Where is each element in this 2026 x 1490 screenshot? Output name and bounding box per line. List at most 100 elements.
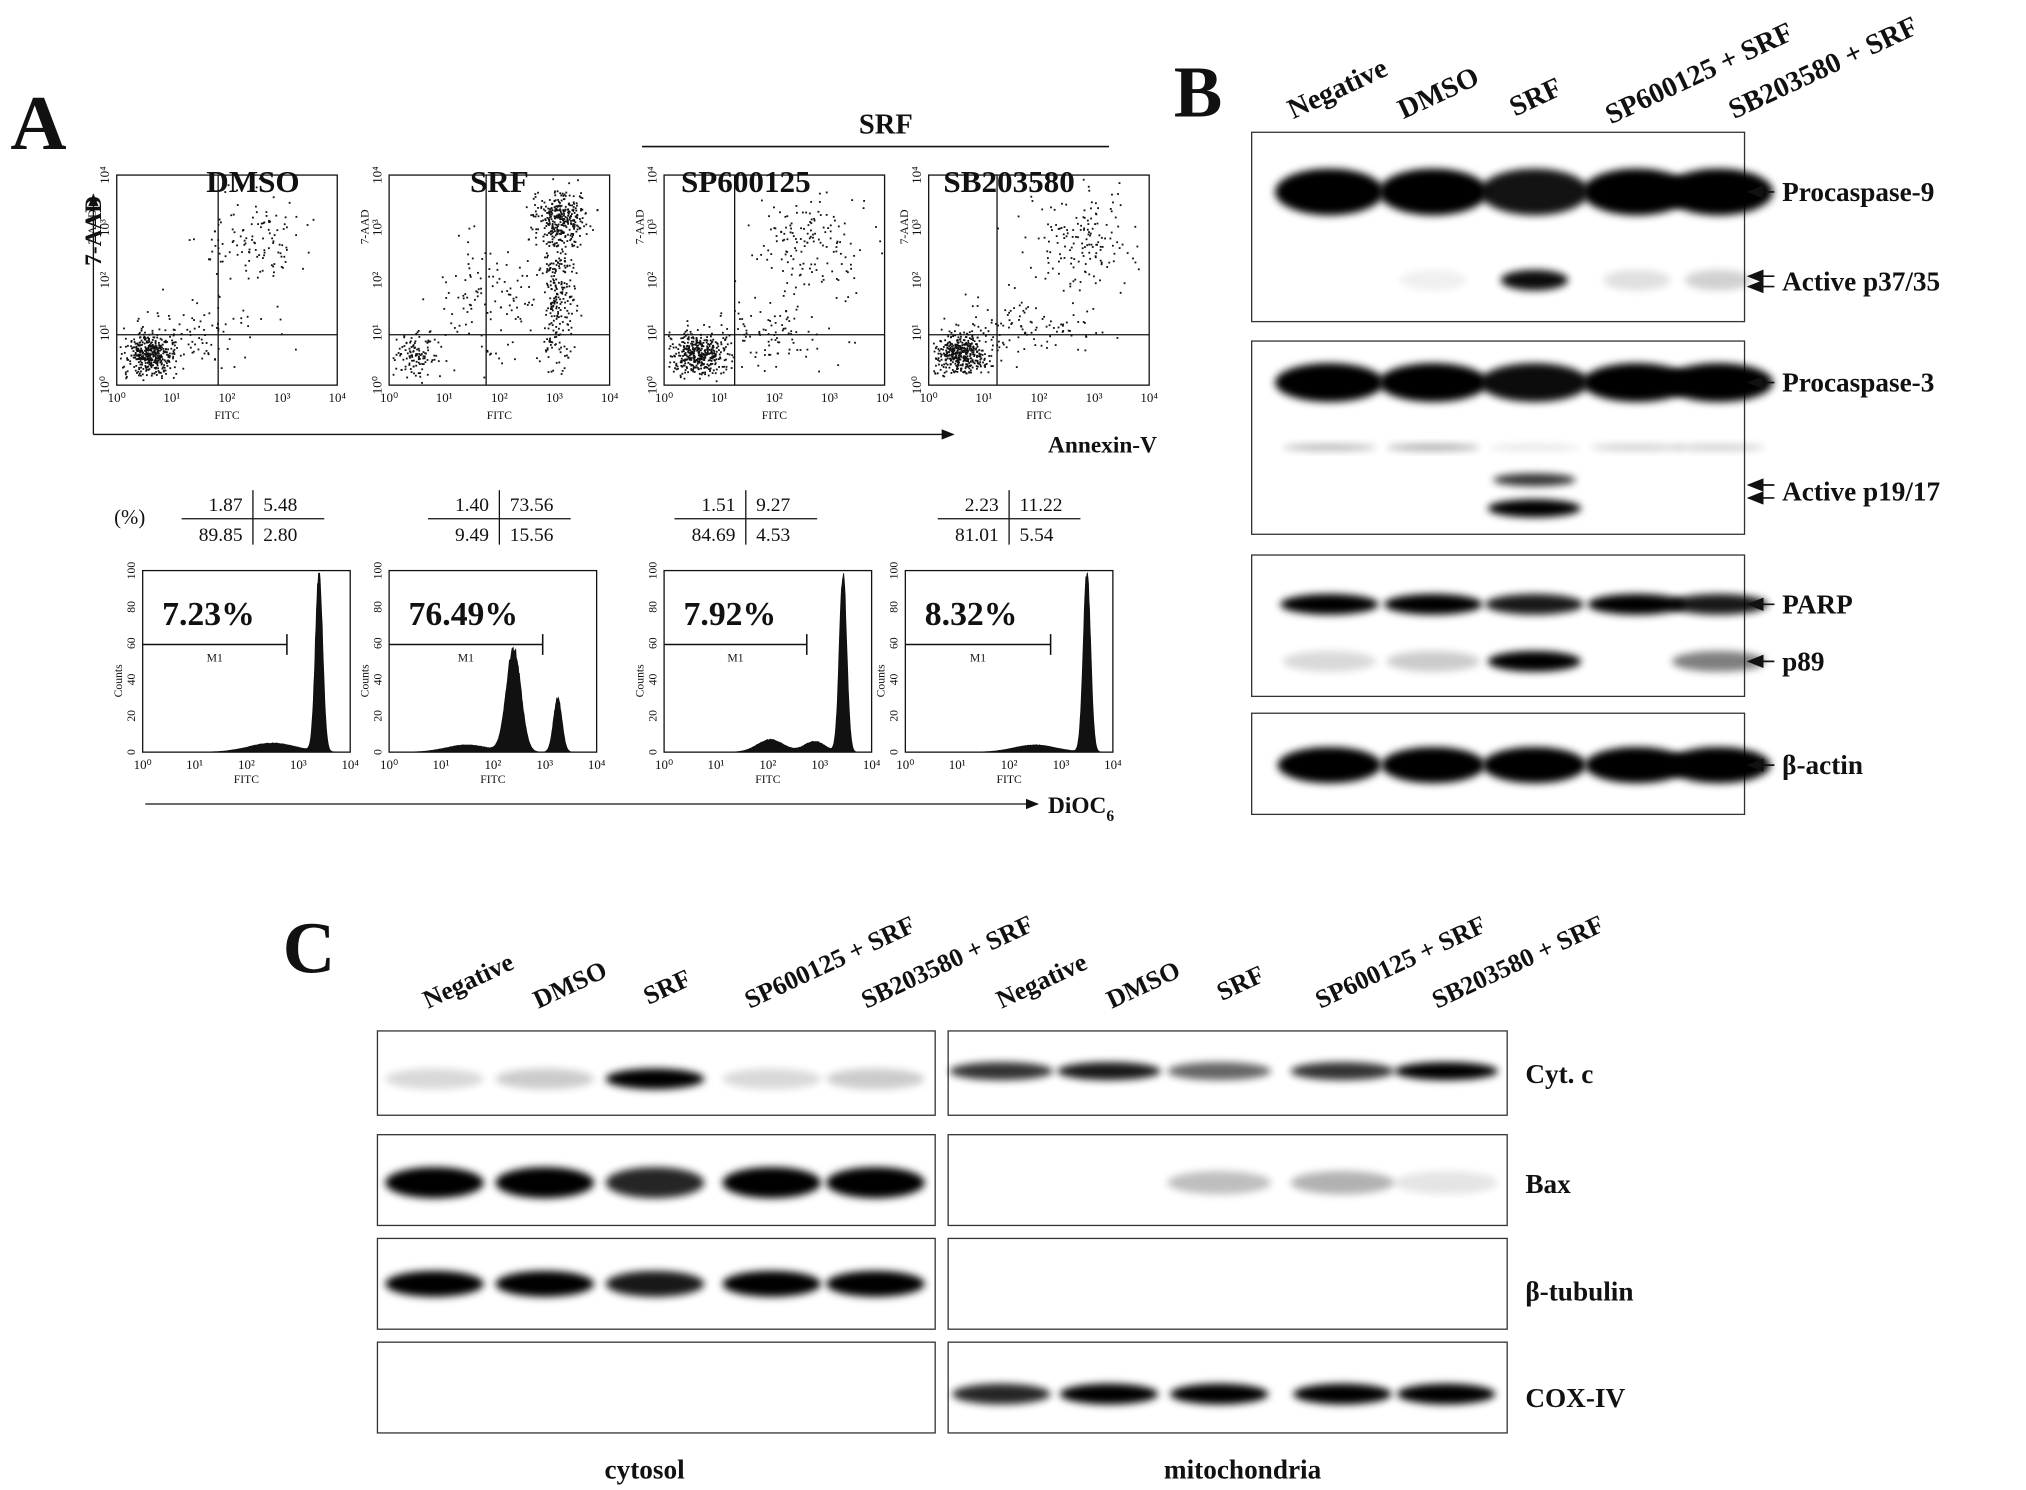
dot (501, 362, 503, 365)
band (1485, 593, 1584, 615)
dot (948, 347, 950, 350)
x-tick-label: 10⁰ (655, 390, 673, 405)
dot (154, 357, 157, 360)
dot (802, 262, 805, 265)
dot (786, 261, 789, 264)
dot (1062, 233, 1065, 236)
dot (960, 369, 962, 372)
dot (412, 344, 415, 346)
dot (164, 360, 167, 363)
dot (423, 355, 426, 358)
dot (159, 357, 161, 360)
dot (447, 292, 450, 294)
dot (699, 339, 702, 342)
dot (164, 351, 167, 354)
dot (987, 330, 990, 333)
dot (775, 235, 778, 237)
dot (148, 362, 151, 365)
dot (790, 273, 793, 276)
dot (691, 340, 693, 343)
dot (1113, 252, 1116, 255)
x-tick-label: 10⁴ (1140, 390, 1158, 405)
dot (558, 341, 561, 344)
dot (153, 351, 155, 353)
dot (1119, 291, 1122, 294)
dot (1008, 319, 1011, 322)
dot (964, 342, 967, 345)
dot (516, 306, 518, 309)
band (1479, 168, 1589, 216)
dot (416, 353, 418, 355)
dot (1050, 206, 1052, 209)
dot (760, 199, 763, 202)
dot (1134, 225, 1137, 228)
dot (145, 351, 148, 354)
dot (560, 346, 563, 349)
dot (712, 355, 715, 358)
band (1057, 1062, 1161, 1081)
dot (565, 226, 568, 229)
dot (144, 353, 147, 356)
dot (1035, 307, 1037, 310)
dot (796, 305, 799, 308)
band (1603, 269, 1671, 291)
dot (1022, 309, 1025, 312)
lane-label: Negative (992, 947, 1092, 1014)
dot (585, 233, 588, 235)
dot (975, 316, 977, 319)
dot (152, 336, 155, 339)
dot (548, 220, 551, 223)
dot (1000, 359, 1003, 362)
dot (562, 194, 565, 197)
dot (776, 352, 779, 355)
dot (955, 360, 958, 363)
dot (1000, 322, 1002, 325)
dot (489, 252, 492, 255)
dot (426, 373, 429, 376)
dot (1031, 200, 1034, 202)
dot (558, 217, 561, 220)
dot (557, 281, 560, 284)
dot (837, 279, 840, 282)
dot (803, 227, 805, 230)
dot (946, 344, 949, 346)
dot (589, 225, 592, 228)
dot (152, 364, 154, 367)
dot (970, 348, 973, 350)
band (722, 1270, 822, 1297)
dot (555, 298, 558, 301)
dot (154, 341, 157, 344)
dot (581, 197, 584, 200)
dot (720, 343, 723, 346)
dot (949, 347, 952, 349)
dot (231, 228, 234, 231)
dot (693, 357, 696, 360)
dot (156, 354, 159, 357)
dot (990, 319, 993, 321)
dot (564, 293, 567, 296)
dot (965, 363, 968, 366)
dot (580, 209, 582, 212)
dot (546, 256, 549, 259)
dot (970, 349, 973, 352)
dot (722, 371, 725, 374)
dot (805, 211, 808, 214)
dot (413, 342, 416, 345)
dot (668, 347, 671, 350)
dot (933, 350, 936, 353)
dot (963, 331, 966, 334)
dot (1069, 282, 1072, 285)
dot (576, 228, 579, 231)
dot (714, 362, 717, 365)
dot (550, 307, 553, 310)
dot (567, 356, 570, 359)
dot (272, 242, 275, 244)
dot (154, 359, 157, 362)
band (949, 1062, 1054, 1081)
x-tick-label: 10¹ (436, 390, 453, 405)
dot (1060, 323, 1063, 326)
dot (544, 219, 547, 221)
dot (979, 361, 982, 364)
dot (549, 263, 551, 266)
dot (155, 346, 158, 349)
